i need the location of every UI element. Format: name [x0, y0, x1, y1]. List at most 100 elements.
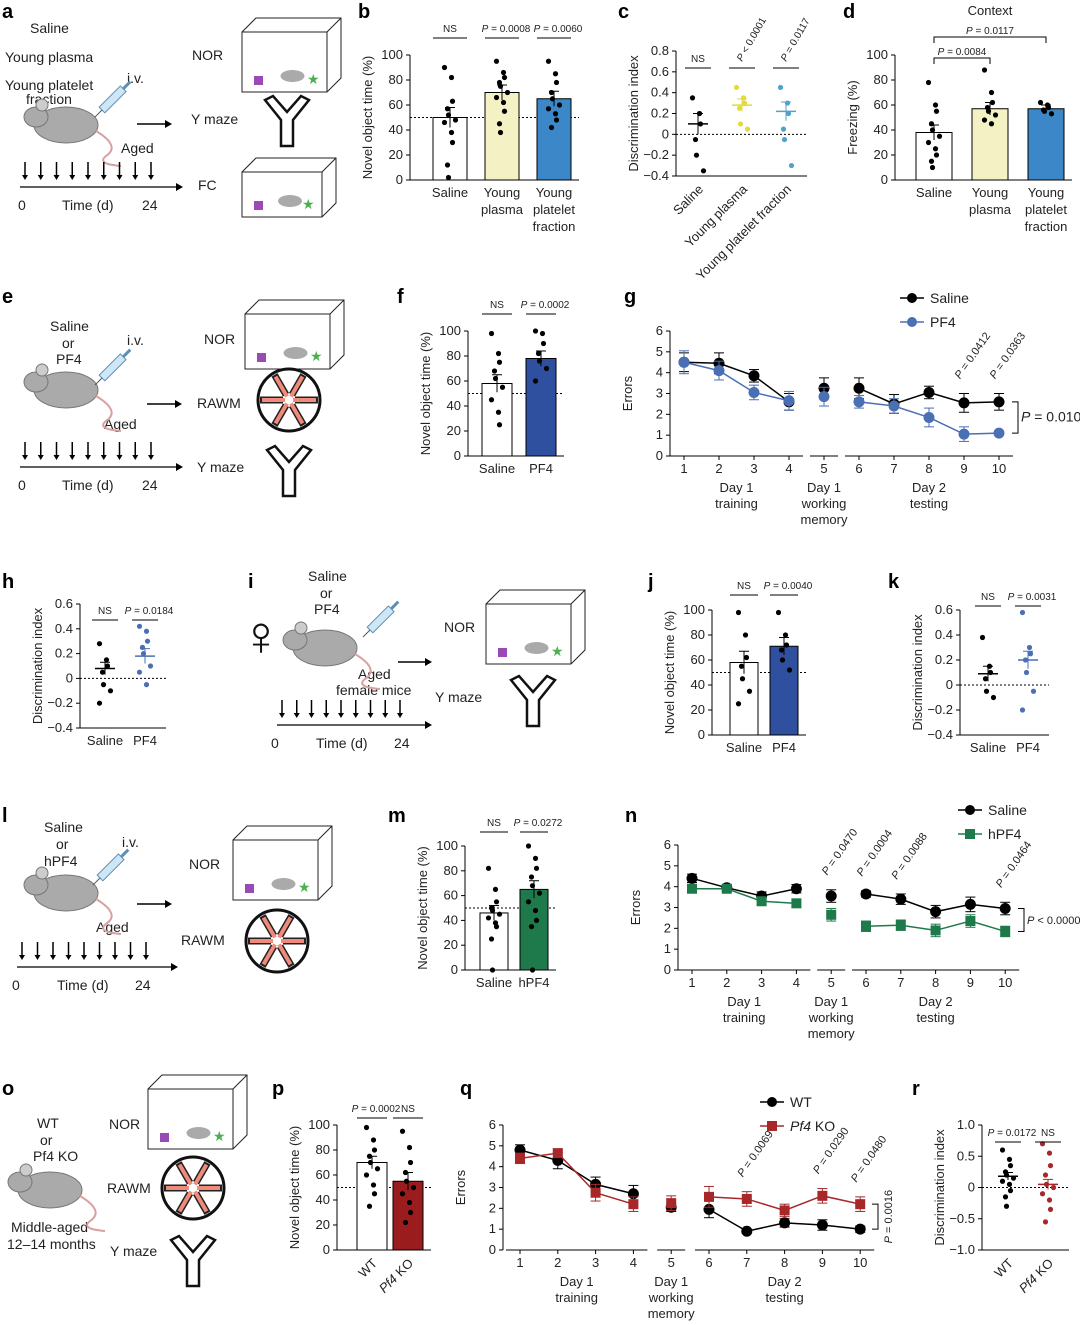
radial-arm-water-maze-icon [256, 367, 322, 433]
y-tick-label: 0 [454, 448, 461, 463]
data-point [930, 925, 941, 936]
legend-label: Pf4 KO [790, 1118, 835, 1134]
x-tick-label: 7 [897, 975, 904, 990]
category-label: fraction [533, 219, 576, 234]
bar [525, 358, 557, 457]
x-tick-label: 8 [925, 461, 932, 476]
data-point [928, 158, 935, 164]
novel-object-square-icon [254, 201, 263, 210]
p-value: = 0.0480 [853, 1134, 889, 1179]
category-label: Saline [970, 740, 1006, 755]
data-point [528, 874, 535, 880]
data-point [628, 1199, 639, 1210]
y-tick-label: 80 [691, 627, 705, 642]
y-tick-label: 1 [489, 1221, 496, 1236]
category-label: Pf4 KO [1016, 1256, 1056, 1296]
mouse-icon [524, 642, 549, 654]
data-point [532, 328, 539, 334]
maze-arm-channel [193, 1163, 209, 1186]
data-point [553, 79, 560, 86]
data-point [1043, 1181, 1050, 1187]
syringe-barrel [366, 605, 395, 634]
data-point [1007, 1188, 1014, 1194]
category-label: plasma [481, 202, 524, 217]
y-tick-label: 0 [698, 727, 705, 742]
data-point [779, 1205, 790, 1216]
y-tick-label: 100 [866, 47, 888, 62]
data-point [1019, 609, 1026, 616]
data-point [775, 609, 782, 616]
significance-label: NS [443, 24, 457, 35]
arrow-head [53, 455, 60, 460]
data-point [403, 1178, 410, 1184]
data-point [785, 110, 792, 117]
data-point [781, 136, 788, 143]
x-tick-label: 9 [819, 1255, 826, 1270]
y-tick-label: 100 [381, 47, 403, 62]
data-point [492, 375, 499, 382]
panel-letter-q: q [460, 1078, 472, 1100]
y-tick-label: 0.6 [55, 596, 73, 611]
x-tick-label: 10 [992, 461, 1006, 476]
y-axis-label: Novel object time (%) [662, 611, 677, 735]
data-point [825, 890, 837, 902]
category-label: WT [991, 1255, 1016, 1280]
category-label: fraction [1025, 219, 1068, 234]
p-symbol: P [764, 581, 771, 592]
data-point [783, 395, 795, 407]
legend-label: hPF4 [988, 826, 1022, 842]
data-point [143, 682, 150, 688]
schematic-l-iv: i.v. [122, 834, 139, 850]
significance-label: P = 0.0184 [125, 606, 174, 617]
y-axis-label: Novel object time (%) [287, 1126, 302, 1250]
x-group-label: working [648, 1290, 694, 1305]
schematic-e-t24: 24 [142, 477, 158, 493]
significance-label: P = 0.0016 [883, 1190, 895, 1244]
p-symbol: P [352, 1104, 359, 1115]
data-point [485, 865, 492, 871]
y-tick-label: 100 [439, 323, 461, 338]
bar [432, 117, 468, 181]
significance-label: NS [401, 1104, 415, 1115]
p-symbol: P [482, 24, 489, 35]
panel-letter-p: p [272, 1078, 284, 1100]
x-tick-label: 10 [998, 975, 1012, 990]
data-point [992, 112, 999, 118]
data-point [491, 368, 498, 374]
data-point [1006, 1156, 1013, 1162]
p-symbol: P [735, 52, 748, 64]
data-point [497, 83, 504, 89]
data-point [895, 920, 906, 931]
data-point [782, 632, 789, 638]
bar [536, 98, 572, 181]
significance-label: P = 0.0117 [966, 26, 1014, 37]
p-value-annotation: P = 0.0464 [994, 839, 1035, 890]
data-point [441, 64, 448, 71]
p-value: = 0.0184 [131, 606, 173, 617]
data-point [532, 907, 539, 914]
data-point [687, 883, 697, 894]
arrow-head [112, 955, 118, 960]
x-tick-label: 4 [785, 461, 792, 476]
data-point [989, 99, 996, 106]
y-tick-label: 100 [436, 838, 458, 853]
data-point [406, 1199, 413, 1206]
arrow-head [148, 455, 154, 460]
maze-arm-channel [261, 916, 277, 939]
arena-box [485, 589, 586, 665]
x-group-label: memory [648, 1306, 695, 1321]
arrow-head [22, 175, 28, 180]
y-tick-label: 0 [489, 1242, 496, 1257]
data-point [366, 1203, 373, 1209]
y-tick-label: 1 [664, 941, 671, 956]
chart-j: 0 20 40 60 80 100 Novel object time (%) Saline N… [662, 581, 813, 755]
novel-object-star-icon: ★ [298, 879, 311, 895]
x-group-label: Day 2 [919, 994, 953, 1009]
panel-letter-n: n [625, 805, 637, 827]
p-value: = 0.0172 [994, 1128, 1036, 1139]
data-point [488, 936, 495, 942]
data-point [1000, 926, 1011, 937]
y-tick-label: 0 [656, 448, 663, 463]
panel-letter-c: c [618, 1, 629, 23]
category-label: Saline [670, 182, 706, 218]
